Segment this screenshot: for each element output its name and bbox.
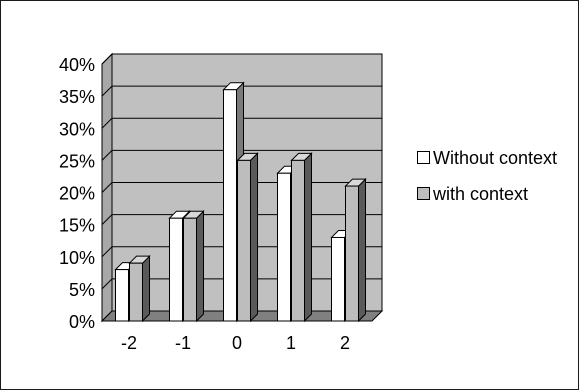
x-tick-label: 1 xyxy=(286,333,296,353)
bar-side xyxy=(196,209,204,323)
y-tick-label: 0% xyxy=(69,312,95,332)
legend-label-without-context: Without context xyxy=(433,148,558,168)
legend-label-with-context: with context xyxy=(433,184,529,204)
y-tick-label: 5% xyxy=(69,280,95,300)
bar-side xyxy=(250,152,258,323)
bar-side xyxy=(304,152,312,323)
legend-item-without-context: Without context xyxy=(417,147,573,169)
x-tick-label: -2 xyxy=(121,333,137,353)
bar xyxy=(331,236,345,322)
y-tick-label: 25% xyxy=(59,151,95,171)
y-tick-label: 10% xyxy=(59,248,95,268)
y-tick-label: 30% xyxy=(59,119,95,139)
bar-side xyxy=(358,177,366,323)
legend: Without context with context xyxy=(417,147,573,219)
x-tick-label: 0 xyxy=(232,333,242,353)
y-tick-label: 35% xyxy=(59,87,95,107)
bar xyxy=(115,269,129,322)
bar xyxy=(183,217,197,322)
bar xyxy=(169,217,183,322)
bar xyxy=(223,89,237,322)
legend-item-with-context: with context xyxy=(417,183,573,205)
bar xyxy=(345,185,359,322)
bar xyxy=(277,172,291,322)
legend-swatch-without-context xyxy=(417,151,430,164)
y-tick-label: 15% xyxy=(59,216,95,236)
bar xyxy=(291,159,305,322)
y-tick-label: 40% xyxy=(59,55,95,75)
legend-swatch-with-context xyxy=(417,187,430,200)
bar xyxy=(129,262,143,322)
bar xyxy=(237,159,251,322)
bar-side xyxy=(142,254,150,323)
y-tick-label: 20% xyxy=(59,184,95,204)
x-tick-label: 2 xyxy=(340,333,350,353)
x-tick-label: -1 xyxy=(175,333,191,353)
